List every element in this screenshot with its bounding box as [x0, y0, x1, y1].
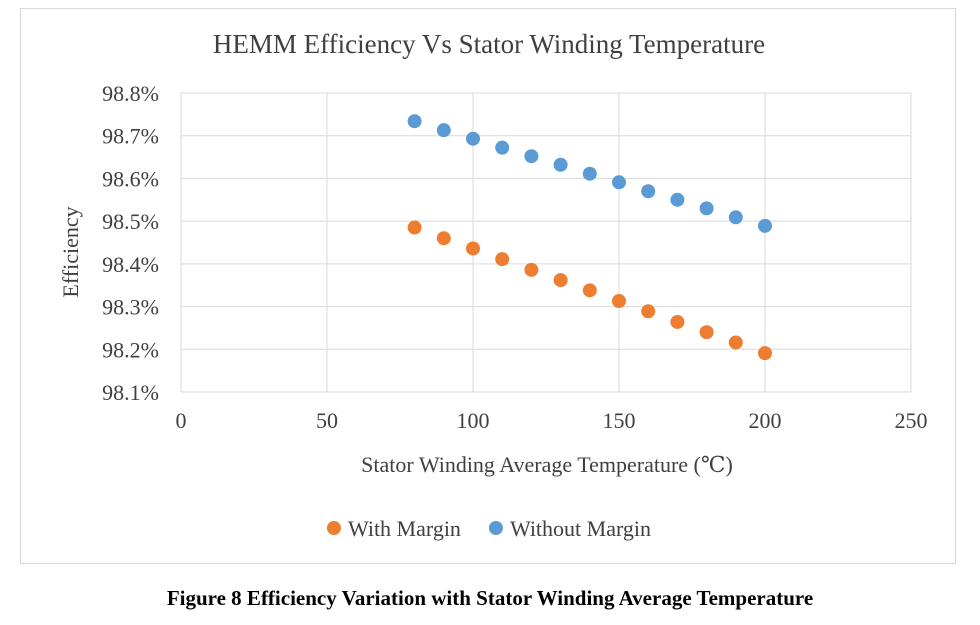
y-tick-labels: 98.1% 98.2% 98.3% 98.4% 98.5% 98.6% 98.7% 98.8% — [102, 81, 159, 405]
figure-caption: Figure 8 Efficiency Variation with Stato… — [166, 586, 814, 610]
chart-frame: HEMM Efficiency Vs Stator Winding Temper… — [20, 8, 956, 564]
data-point-without-margin — [407, 114, 422, 129]
x-tick-labels: 0 50 100 150 200 250 — [176, 408, 928, 433]
y-axis-title: Efficiency — [58, 206, 83, 297]
legend-marker-without-margin — [488, 521, 503, 535]
legend-label-without-margin: Without Margin — [510, 516, 651, 541]
data-point-without-margin — [495, 140, 510, 155]
data-point-with-margin — [407, 220, 422, 235]
data-point-without-margin — [553, 157, 568, 172]
x-tick-label: 50 — [316, 408, 338, 433]
data-point-without-margin — [436, 123, 451, 138]
y-tick-label: 98.2% — [102, 337, 159, 362]
data-point-with-margin — [495, 252, 510, 267]
data-point-with-margin — [699, 325, 714, 340]
data-point-with-margin — [436, 231, 451, 246]
data-points — [407, 114, 772, 361]
data-point-without-margin — [670, 192, 685, 207]
data-point-with-margin — [758, 346, 772, 361]
x-axis-title: Stator Winding Average Temperature (℃) — [361, 452, 733, 477]
data-point-without-margin — [758, 218, 772, 233]
data-point-without-margin — [728, 210, 743, 225]
y-tick-label: 98.8% — [102, 81, 159, 106]
x-tick-label: 250 — [895, 408, 928, 433]
y-tick-label: 98.3% — [102, 295, 159, 320]
data-point-with-margin — [466, 241, 480, 256]
legend-marker-with-margin — [326, 521, 341, 535]
y-tick-label: 98.5% — [102, 209, 159, 234]
y-tick-label: 98.7% — [102, 124, 159, 149]
data-point-with-margin — [728, 335, 743, 350]
y-tick-label: 98.6% — [102, 166, 159, 191]
x-tick-label: 200 — [749, 408, 782, 433]
data-point-with-margin — [641, 304, 656, 319]
x-tick-label: 100 — [457, 408, 490, 433]
data-point-without-margin — [466, 131, 480, 146]
data-point-with-margin — [612, 294, 626, 309]
chart-svg: HEMM Efficiency Vs Stator Winding Temper… — [58, 29, 928, 541]
data-point-without-margin — [582, 166, 597, 181]
data-point-with-margin — [524, 262, 539, 277]
x-tick-label: 150 — [603, 408, 636, 433]
legend-label-with-margin: With Margin — [348, 516, 461, 541]
x-tick-label: 0 — [176, 408, 187, 433]
data-point-without-margin — [641, 184, 656, 199]
data-point-without-margin — [699, 201, 714, 216]
data-point-with-margin — [553, 273, 568, 288]
y-tick-label: 98.4% — [102, 252, 159, 277]
data-point-with-margin — [670, 314, 685, 329]
y-tick-label: 98.1% — [102, 380, 159, 405]
legend: With Margin Without Margin — [326, 516, 651, 541]
data-point-without-margin — [524, 149, 539, 164]
chart-title: HEMM Efficiency Vs Stator Winding Temper… — [213, 29, 765, 59]
data-point-with-margin — [582, 283, 597, 298]
data-point-without-margin — [612, 175, 626, 190]
grid-lines — [180, 92, 912, 393]
